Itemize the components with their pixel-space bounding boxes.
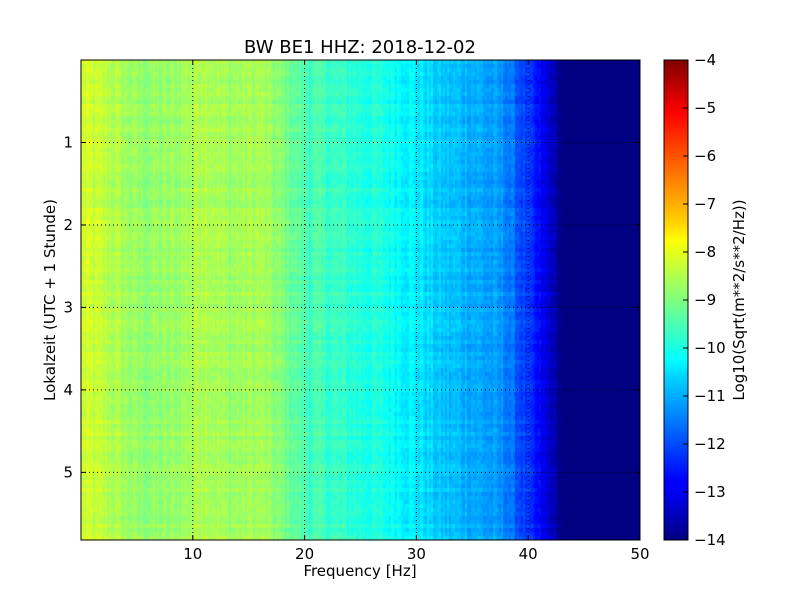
y-tick-label: 4 bbox=[63, 381, 73, 399]
colorbar-tick-label: −8 bbox=[694, 243, 716, 261]
colorbar-tick-label: −6 bbox=[694, 147, 716, 165]
colorbar-tick-label: −5 bbox=[694, 99, 716, 117]
colorbar-label: Log10(Sqrt(m**2/s**2/Hz)) bbox=[730, 199, 748, 400]
spectrogram-image bbox=[81, 60, 640, 540]
x-tick-label: 10 bbox=[183, 545, 202, 563]
x-tick-label: 20 bbox=[295, 545, 314, 563]
colorbar-tick-label: −4 bbox=[694, 51, 716, 69]
x-axis-label: Frequency [Hz] bbox=[303, 562, 416, 580]
y-axis-label: Lokalzeit (UTC + 1 Stunde) bbox=[41, 199, 59, 401]
colorbar-tick-label: −9 bbox=[694, 291, 716, 309]
y-tick-label: 2 bbox=[63, 216, 73, 234]
y-tick-label: 1 bbox=[63, 133, 73, 151]
colorbar-tick-label: −12 bbox=[694, 435, 726, 453]
chart-title: BW BE1 HHZ: 2018-12-02 bbox=[244, 37, 476, 58]
y-tick-label: 3 bbox=[63, 298, 73, 316]
colorbar-tick-label: −13 bbox=[694, 483, 726, 501]
y-tick-label: 5 bbox=[63, 463, 73, 481]
x-tick-label: 50 bbox=[630, 545, 649, 563]
x-axis-ticks: 10 20 30 40 50 bbox=[183, 60, 650, 563]
colorbar-ticks: −4 −5 −6 −7 −8 −9 −10 −11 −12 −13 −14 bbox=[683, 51, 726, 549]
colorbar-tick-label: −10 bbox=[694, 339, 726, 357]
colorbar-tick-label: −7 bbox=[694, 195, 716, 213]
colorbar-tick-label: −11 bbox=[694, 387, 726, 405]
plot-frame bbox=[80, 59, 641, 541]
grid-lines bbox=[81, 60, 640, 540]
x-tick-label: 30 bbox=[407, 545, 426, 563]
x-tick-label: 40 bbox=[519, 545, 538, 563]
spectrogram-heatmap bbox=[81, 60, 640, 540]
colorbar-tick-label: −14 bbox=[694, 531, 726, 549]
y-axis-ticks: 1 2 3 4 5 bbox=[63, 133, 640, 481]
